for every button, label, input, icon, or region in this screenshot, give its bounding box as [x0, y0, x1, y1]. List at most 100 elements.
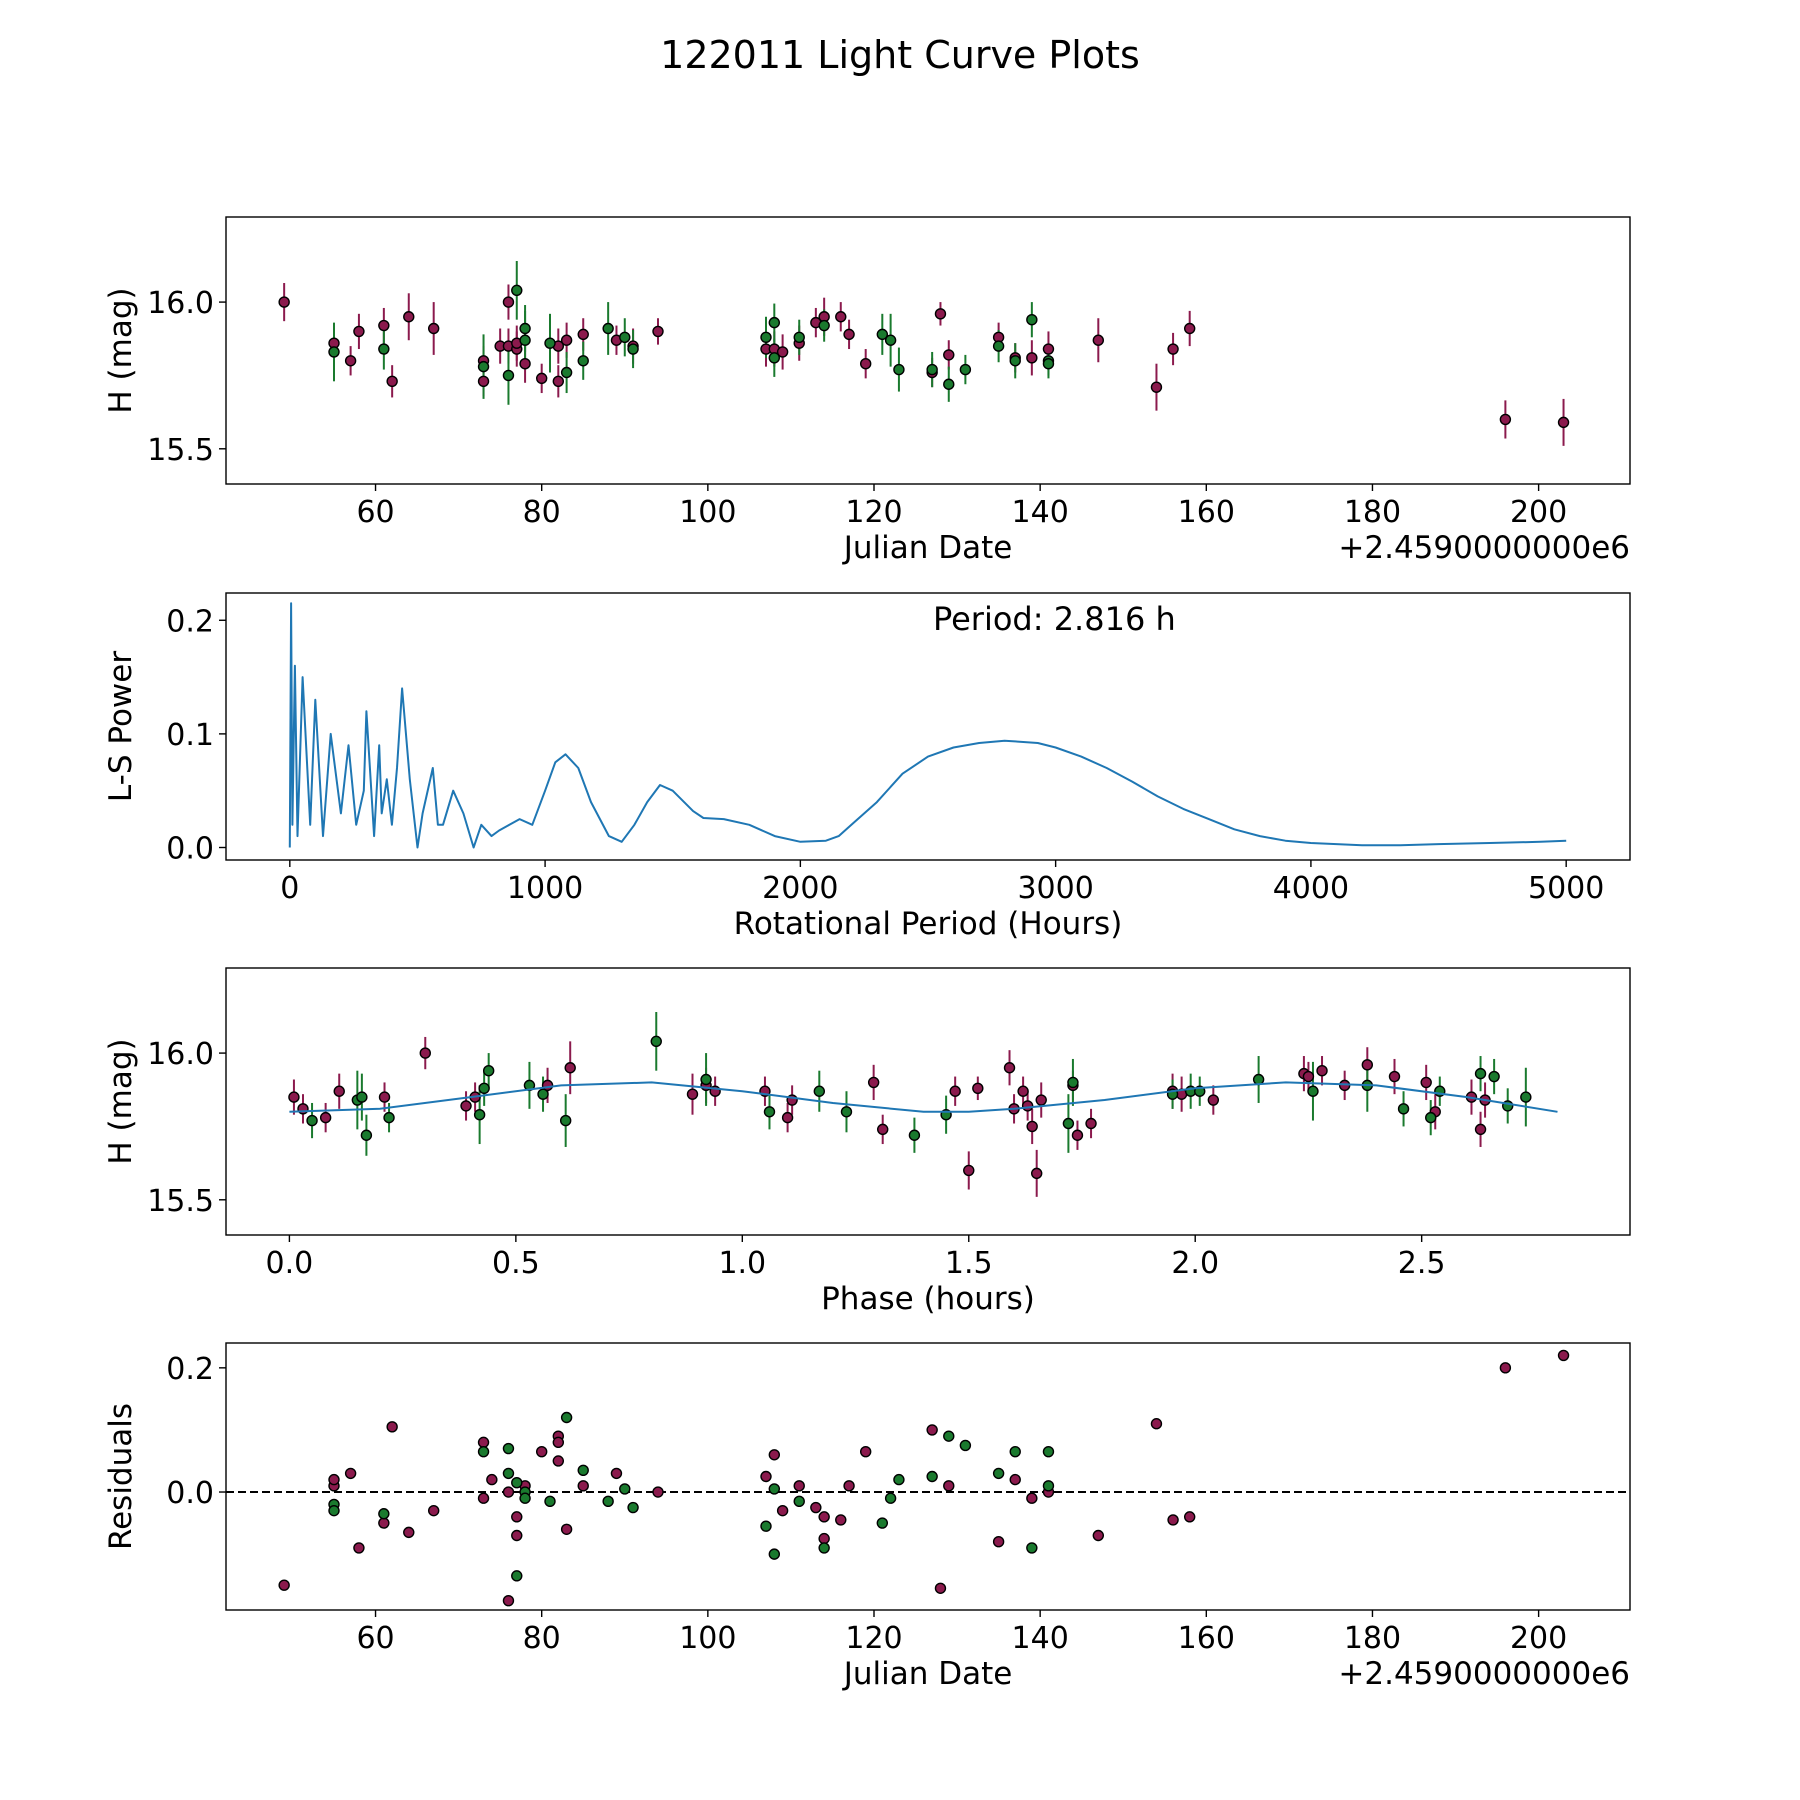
y-tick-label: 0.2 [166, 604, 214, 639]
data-point [992, 1467, 1005, 1480]
data-point [1557, 416, 1570, 429]
data-point [519, 1492, 531, 1504]
data-point [502, 1442, 515, 1455]
data-point [386, 375, 398, 388]
data-point [511, 1477, 523, 1489]
data-point [560, 1523, 573, 1535]
x-tick-label: 180 [1344, 495, 1401, 530]
data-point [835, 1514, 847, 1526]
x-tick-label: 2.5 [1398, 1246, 1446, 1281]
data-point [943, 349, 955, 361]
data-point [859, 1445, 872, 1458]
data-point [477, 1445, 490, 1458]
data-point [427, 1504, 440, 1517]
data-point [478, 1082, 490, 1094]
data-point [1150, 1418, 1163, 1430]
data-point [893, 1473, 905, 1486]
data-point [908, 1129, 921, 1141]
data-point [1388, 1070, 1401, 1083]
data-point [793, 1480, 805, 1492]
y-tick-label: 0.1 [166, 718, 214, 753]
x-tick-label: 0.0 [266, 1246, 314, 1281]
data-point [768, 1548, 781, 1560]
data-point [378, 1517, 390, 1529]
y-tick-label: 0.0 [166, 1476, 214, 1511]
data-point [560, 366, 573, 379]
data-point [502, 1467, 515, 1480]
data-point [502, 369, 515, 382]
data-point [356, 1091, 368, 1103]
data-point [519, 358, 531, 370]
data-point [577, 355, 589, 367]
data-point [627, 343, 639, 355]
data-point [840, 1106, 853, 1118]
data-point [1042, 1445, 1055, 1458]
x-tick-label: 1.0 [718, 1246, 766, 1281]
y-tick-label: 16.0 [147, 1037, 214, 1072]
data-point [353, 325, 365, 338]
data-point [577, 1480, 589, 1492]
data-point [403, 1526, 415, 1539]
data-point [1397, 1103, 1410, 1115]
y-tick-label: 15.5 [147, 1184, 214, 1219]
data-point [943, 1480, 955, 1492]
data-point [511, 1570, 523, 1582]
data-point [776, 346, 789, 358]
data-point [544, 337, 556, 349]
data-point [652, 1486, 664, 1498]
y-axis-label: H (mag) [103, 1038, 139, 1164]
data-point [482, 1064, 495, 1077]
x-tick-label: 160 [1178, 1621, 1235, 1656]
data-point [818, 1542, 830, 1554]
data-point [818, 1511, 830, 1523]
data-point [477, 1492, 490, 1504]
data-point [1316, 1064, 1328, 1077]
data-point [877, 1123, 889, 1136]
data-point [560, 1411, 573, 1424]
y-tick-label: 16.0 [147, 286, 214, 321]
data-point [559, 1114, 572, 1127]
data-point [278, 296, 290, 308]
axes-frame [225, 592, 1631, 861]
data-point [535, 1445, 548, 1458]
data-point [700, 1073, 712, 1086]
data-point [652, 325, 664, 338]
data-point [1474, 1123, 1487, 1136]
data-point [943, 378, 955, 390]
y-tick-label: 15.5 [147, 433, 214, 468]
data-point [1420, 1076, 1432, 1089]
data-point [1092, 334, 1105, 346]
data-point [835, 311, 847, 323]
data-point [511, 1529, 523, 1542]
data-point [1167, 1514, 1179, 1526]
data-point [992, 340, 1005, 352]
data-point [278, 1579, 290, 1591]
data-point [963, 1164, 975, 1177]
data-point [1167, 343, 1179, 355]
data-point [353, 1542, 365, 1554]
data-point [627, 1501, 639, 1514]
data-point [306, 1114, 318, 1127]
period-annotation: Period: 2.816 h [933, 600, 1176, 638]
data-point [328, 346, 340, 358]
data-point [1026, 1542, 1038, 1554]
y-axis-label: L-S Power [103, 651, 139, 802]
data-point [843, 1480, 855, 1492]
data-point [1092, 1529, 1105, 1542]
x-tick-label: 0 [280, 871, 299, 906]
data-point [876, 328, 889, 341]
data-point [1499, 413, 1512, 426]
data-point [477, 360, 490, 373]
x-axis-label: Rotational Period (Hours) [734, 906, 1123, 942]
x-tick-label: 3000 [1017, 871, 1093, 906]
data-point [328, 1473, 340, 1486]
data-point [1302, 1070, 1315, 1083]
x-offset-label: +2.4590000000e6 [1338, 1656, 1630, 1692]
data-point [1009, 1445, 1021, 1458]
data-point [943, 1430, 955, 1442]
data-point [378, 1508, 390, 1520]
x-offset-label: +2.4590000000e6 [1338, 530, 1630, 566]
phased-panel: 0.0 0.5 1.0 1.5 2.0 2.5 15.5 16.0 Phase (hours) H… [103, 967, 1631, 1317]
data-point [1026, 1492, 1038, 1504]
data-point [650, 1035, 662, 1048]
